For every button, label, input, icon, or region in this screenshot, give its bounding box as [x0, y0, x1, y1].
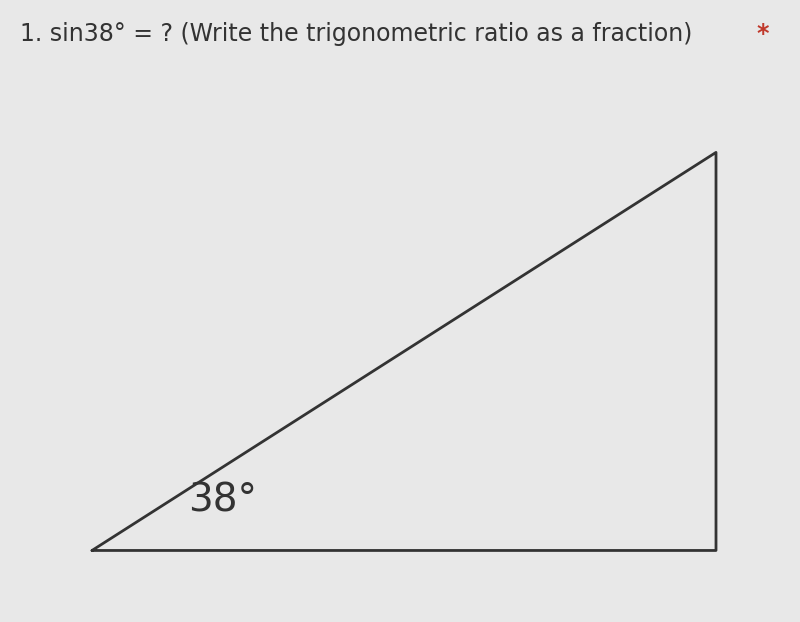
Text: 1. sin38° = ? (Write the trigonometric ratio as a fraction): 1. sin38° = ? (Write the trigonometric r… — [20, 22, 700, 46]
Text: 38°: 38° — [188, 481, 257, 519]
Text: *: * — [756, 22, 769, 46]
